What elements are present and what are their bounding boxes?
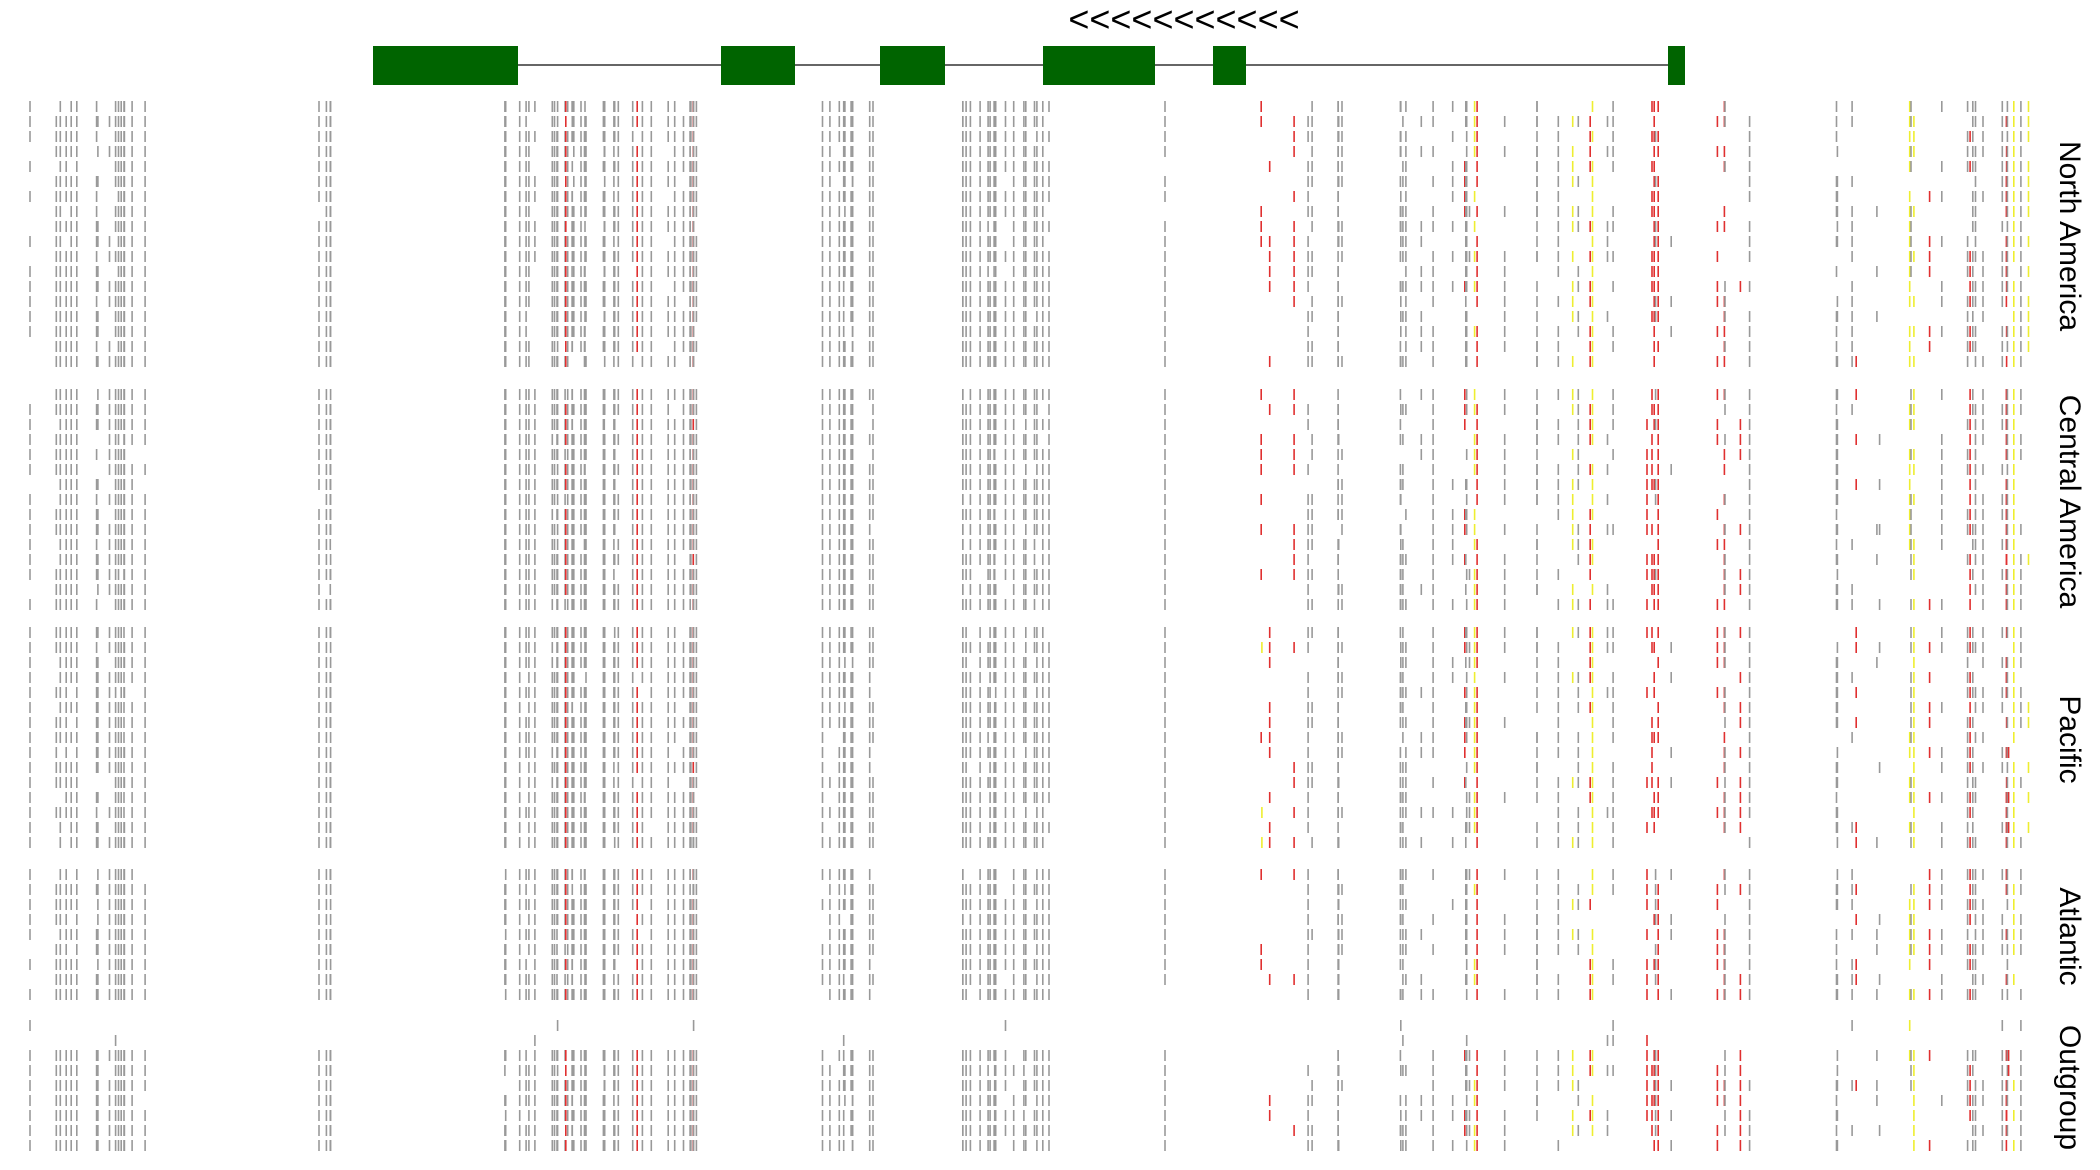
exon: [880, 46, 945, 85]
exon: [1213, 46, 1246, 85]
group-label: North America: [2053, 141, 2086, 331]
exon: [721, 46, 795, 85]
exon: [1668, 46, 1685, 85]
exon: [373, 46, 518, 85]
group-label: Central America: [2053, 395, 2086, 609]
gene-model: [373, 46, 1685, 85]
population-group: Central America: [29, 389, 2086, 610]
exon: [1043, 46, 1155, 85]
strand-label: <<<<<<<<<<<: [1068, 0, 1299, 40]
population-group: North America: [29, 101, 2086, 367]
population-group: Pacific: [29, 627, 2086, 848]
